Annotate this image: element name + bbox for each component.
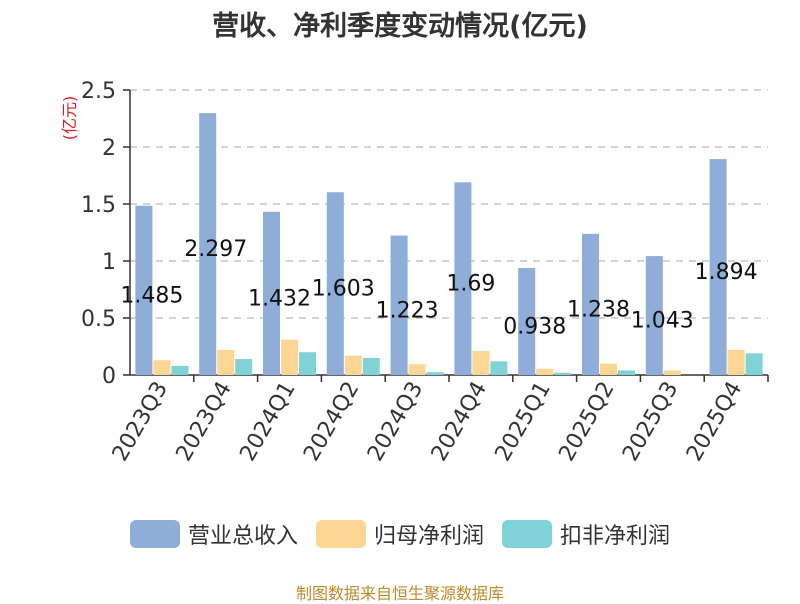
bar-deducted-profit [299,352,316,375]
bar-deducted-profit [554,372,572,375]
bar-net-profit [600,363,617,375]
legend: 营业总收入 归母净利润 扣非净利润 [0,518,800,550]
legend-swatch-revenue [129,520,180,548]
bar-revenue [390,235,408,375]
y-tick-label: 0.5 [81,307,116,332]
data-label-revenue: 1.223 [376,298,439,323]
x-tick-label: 2024Q2 [299,378,364,466]
bar-net-profit [727,349,745,375]
x-tick-label: 2025Q3 [618,378,683,466]
y-axis-unit-label: (亿元) [60,96,79,141]
x-tick-label: 2023Q3 [108,378,173,466]
x-tick-label: 2025Q1 [491,378,556,466]
data-label-revenue: 0.938 [503,315,566,340]
bar-net-profit [153,360,171,375]
data-label-revenue: 1.485 [120,283,183,308]
data-label-revenue: 1.894 [695,260,758,285]
data-label-revenue: 1.432 [248,286,311,311]
y-tick-label: 1.5 [81,193,116,218]
legend-item-deducted-profit[interactable]: 扣非净利润 [502,518,670,550]
x-tick-label: 2024Q4 [427,378,492,466]
bar-revenue [199,113,217,375]
bar-revenue [454,182,472,375]
legend-label-net-profit: 归母净利润 [373,524,484,549]
legend-item-revenue[interactable]: 营业总收入 [129,518,298,550]
data-label-revenue: 1.043 [631,309,694,334]
bar-net-profit [536,368,554,375]
x-tick-label: 2023Q4 [172,378,237,466]
y-tick-label: 2 [102,136,116,161]
bar-revenue [263,211,280,375]
x-tick-label: 2025Q2 [554,378,619,466]
bar-revenue [582,233,599,375]
bar-revenue [135,205,153,375]
bar-deducted-profit [235,359,253,375]
bar-net-profit [217,349,235,375]
bar-net-profit [344,355,362,375]
y-tick-label: 1 [102,250,116,275]
legend-swatch-net-profit [315,520,366,548]
legend-label-revenue: 营业总收入 [187,524,298,549]
data-label-revenue: 1.69 [446,272,495,297]
bar-deducted-profit [745,353,763,375]
bar-deducted-profit [618,370,635,375]
bar-revenue [518,268,536,375]
legend-item-net-profit[interactable]: 归母净利润 [315,518,484,550]
y-tick-label: 2.5 [81,79,116,104]
bar-revenue [645,256,663,375]
legend-swatch-deducted-profit [502,520,552,548]
data-label-revenue: 1.603 [312,277,375,302]
bar-revenue [326,192,344,375]
bar-net-profit [281,339,298,375]
bar-net-profit [408,364,426,375]
x-tick-label: 2025Q4 [682,378,747,466]
x-tick-label: 2024Q3 [363,378,428,466]
data-label-revenue: 1.238 [567,297,630,322]
bar-revenue [709,159,727,375]
chart-title: 营收、净利季度变动情况(亿元) [212,11,588,42]
bar-deducted-profit [426,372,444,375]
bar-net-profit [472,351,490,375]
bar-net-profit [663,370,681,375]
y-tick-label: 0 [102,364,116,389]
data-label-revenue: 2.297 [184,237,247,262]
bar-deducted-profit [171,365,189,375]
source-note: 制图数据来自恒生聚源数据库 [295,584,504,603]
legend-label-deducted-profit: 扣非净利润 [560,524,671,549]
bar-deducted-profit [490,361,508,375]
x-tick-label: 2024Q1 [235,378,300,466]
bar-deducted-profit [362,357,380,375]
